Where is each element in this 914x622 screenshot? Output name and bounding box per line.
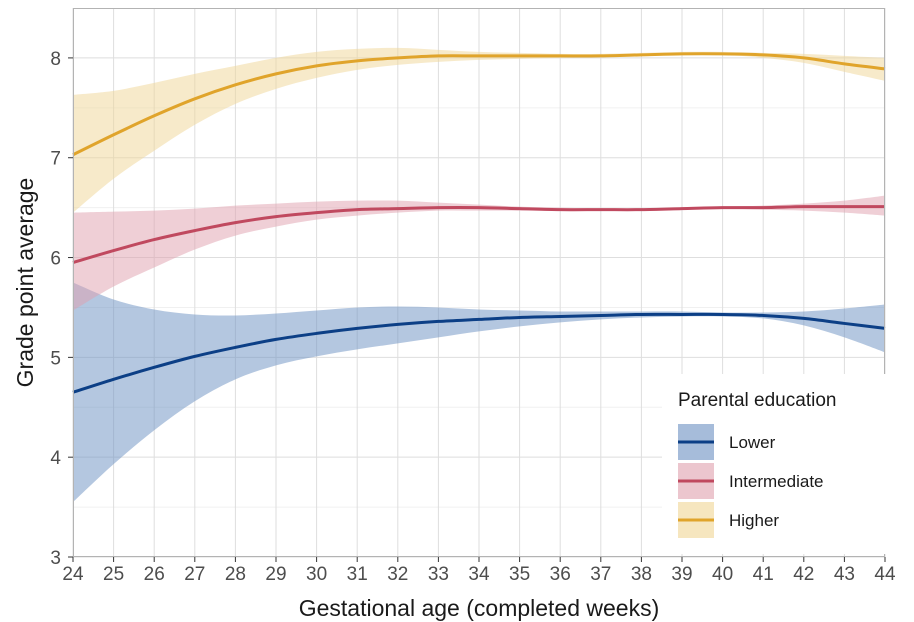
x-tick-label: 28 [225, 564, 246, 585]
y-tick-label: 4 [50, 448, 61, 469]
confidence-band-intermediate [73, 195, 885, 311]
x-tick-label: 43 [834, 564, 855, 585]
legend-title: Parental education [678, 390, 836, 411]
x-tick-label: 39 [671, 564, 692, 585]
x-tick-label: 31 [347, 564, 368, 585]
legend-item-lower: Lower [678, 424, 776, 460]
x-tick-label: 25 [103, 564, 124, 585]
y-tick-label: 6 [50, 249, 61, 270]
legend-item-intermediate: Intermediate [678, 463, 824, 499]
x-axis-ticks: 24 25 26 27 28 29 30 31 32 33 34 35 36 37 38 39 40 41 42 43… [62, 557, 896, 585]
x-tick-label: 33 [428, 564, 449, 585]
x-tick-label: 29 [265, 564, 286, 585]
x-tick-label: 32 [387, 564, 408, 585]
y-axis-ticks: 3 4 5 6 7 8 [50, 49, 73, 569]
x-tick-label: 38 [631, 564, 652, 585]
x-axis-title: Gestational age (completed weeks) [299, 595, 660, 621]
y-tick-label: 7 [50, 149, 61, 170]
y-tick-label: 3 [50, 548, 61, 569]
y-tick-label: 5 [50, 348, 61, 369]
legend-item-higher: Higher [678, 502, 779, 538]
legend-label: Higher [729, 511, 779, 530]
x-tick-label: 26 [144, 564, 165, 585]
x-tick-label: 27 [184, 564, 205, 585]
x-tick-label: 40 [712, 564, 733, 585]
x-tick-label: 24 [62, 564, 84, 585]
series-line-higher [72, 52, 886, 157]
series-lines [72, 52, 886, 394]
confidence-band-lower [73, 282, 885, 503]
plot-panel-border [73, 8, 885, 557]
series-line-intermediate [72, 205, 885, 264]
x-tick-label: 44 [874, 564, 896, 585]
x-tick-label: 36 [550, 564, 571, 585]
legend-items: Lower Intermediate Higher [678, 424, 824, 538]
series-line-lower [72, 312, 886, 394]
y-axis-title: Grade point average [12, 178, 38, 388]
x-tick-label: 35 [509, 564, 530, 585]
x-tick-label: 41 [753, 564, 774, 585]
x-tick-label: 34 [468, 564, 490, 585]
y-tick-label: 8 [50, 49, 61, 70]
legend-label: Intermediate [729, 472, 824, 491]
x-tick-label: 37 [590, 564, 611, 585]
legend-label: Lower [729, 433, 776, 452]
legend: Parental education Lower Intermediate High… [662, 374, 886, 554]
x-tick-label: 30 [306, 564, 327, 585]
x-tick-label: 42 [793, 564, 814, 585]
confidence-bands [73, 47, 885, 503]
